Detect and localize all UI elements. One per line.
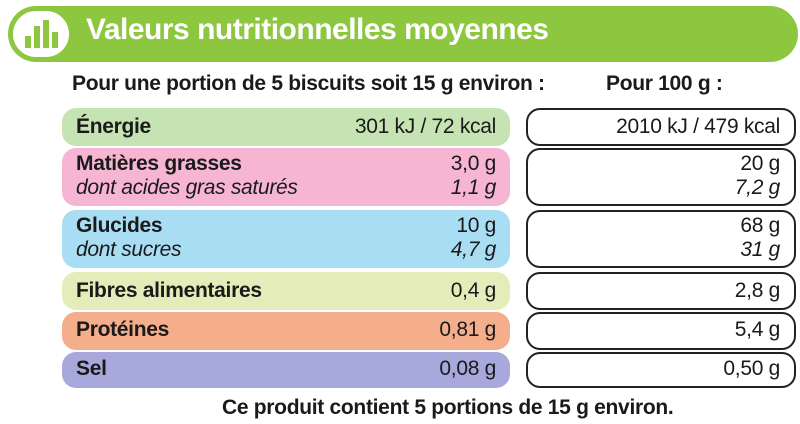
energie-per100-value: 2010 kJ / 479 kcal xyxy=(616,115,780,138)
glucides-sub-per100-value: 31 g xyxy=(740,238,780,261)
glucides-sub-label: dont sucres xyxy=(76,238,182,261)
energie-label: Énergie xyxy=(76,115,151,138)
fibres-label: Fibres alimentaires xyxy=(76,279,262,302)
fibres-row-bg xyxy=(62,272,510,310)
glucides-label: Glucides xyxy=(76,214,163,237)
sel-per100-value: 0,50 g xyxy=(723,357,780,380)
sel-label: Sel xyxy=(76,357,107,380)
proteines-per100-value: 5,4 g xyxy=(734,318,781,341)
proteines-row-bg xyxy=(62,312,510,350)
glucides-portion-value: 10 g xyxy=(456,214,496,237)
bar-chart-icon xyxy=(25,20,58,48)
glucides-sub-portion-value: 4,7 g xyxy=(450,238,497,261)
matieres-row-bg xyxy=(62,148,510,206)
energie-per100-box xyxy=(526,108,796,146)
glucides-per100-value: 68 g xyxy=(740,214,780,237)
proteines-portion-value: 0,81 g xyxy=(439,318,496,341)
portion-header: Pour une portion de 5 biscuits soit 15 g… xyxy=(72,72,545,95)
sel-per100-box xyxy=(526,352,796,388)
sel-row-bg xyxy=(62,352,510,388)
sel-portion-value: 0,08 g xyxy=(439,357,496,380)
matieres-label: Matières grasses xyxy=(76,152,242,175)
matieres-per100-value: 20 g xyxy=(740,152,780,175)
matieres-portion-value: 3,0 g xyxy=(450,152,497,175)
portions-footer: Ce produit contient 5 portions de 15 g e… xyxy=(222,396,674,419)
energie-row-bg xyxy=(62,108,510,146)
matieres-sub-portion-value: 1,1 g xyxy=(450,176,497,199)
matieres-sub-per100-value: 7,2 g xyxy=(734,176,781,199)
title-banner xyxy=(8,6,798,62)
proteines-label: Protéines xyxy=(76,318,169,341)
per100-header: Pour 100 g : xyxy=(606,72,723,95)
energie-portion-value: 301 kJ / 72 kcal xyxy=(354,115,496,138)
fibres-per100-box xyxy=(526,272,796,310)
nutrition-logo xyxy=(10,8,72,60)
glucides-row-bg xyxy=(62,210,510,268)
proteines-per100-box xyxy=(526,312,796,350)
glucides-per100-box xyxy=(526,210,796,268)
matieres-per100-box xyxy=(526,148,796,206)
matieres-sub-label: dont acides gras saturés xyxy=(76,176,298,199)
banner-title: Valeurs nutritionnelles moyennes xyxy=(86,13,549,46)
fibres-per100-value: 2,8 g xyxy=(734,279,781,302)
fibres-portion-value: 0,4 g xyxy=(450,279,497,302)
